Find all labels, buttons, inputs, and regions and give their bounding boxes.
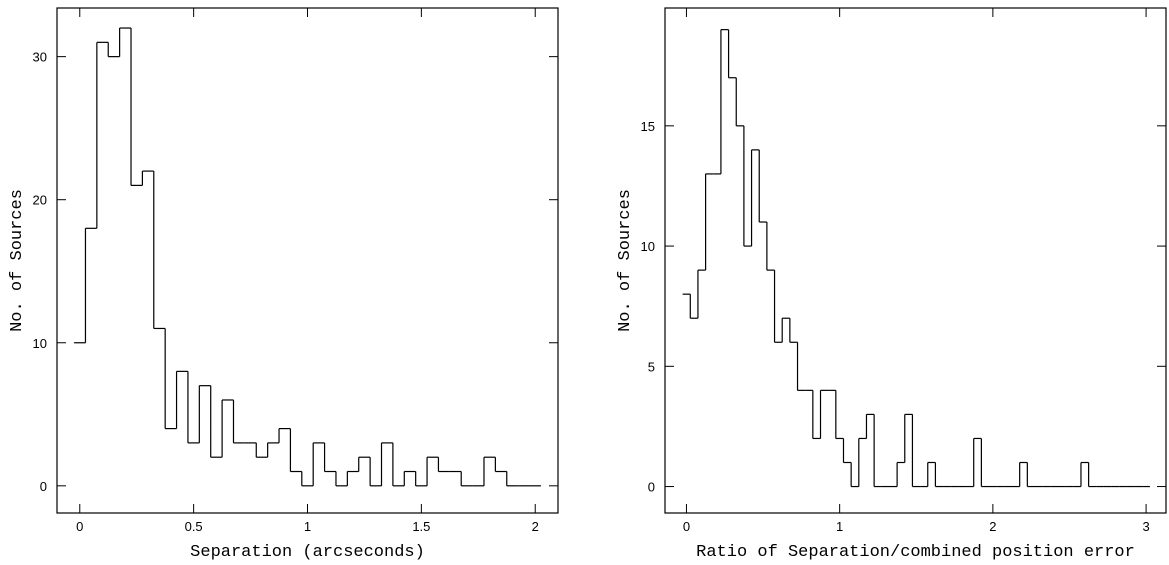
x-axis-title: Ratio of Separation/combined position er…	[696, 543, 1135, 562]
x-tick-label: 1	[836, 519, 843, 534]
x-axis-title: Separation (arcseconds)	[190, 543, 425, 562]
x-tick-label: 2	[989, 519, 996, 534]
y-tick-label: 0	[648, 480, 655, 495]
plot-frame	[664, 7, 1167, 514]
x-tick-label: 0	[683, 519, 690, 534]
step-connector	[84, 28, 508, 486]
y-tick-label: 20	[33, 193, 47, 208]
y-tick-label: 0	[40, 479, 47, 494]
x-tick-label: 1	[304, 519, 311, 534]
x-tick-label: 1.5	[412, 519, 430, 534]
x-tick-label: 0	[76, 519, 83, 534]
x-tick-label: 3	[1142, 519, 1149, 534]
step-connector	[689, 29, 1090, 487]
y-tick-label: 10	[641, 239, 655, 254]
y-tick-label: 10	[33, 336, 47, 351]
y-tick-label: 30	[33, 50, 47, 65]
x-tick-label: 0.5	[185, 519, 203, 534]
y-tick-label: 5	[648, 359, 655, 374]
y-axis-title: No. of Sources	[8, 189, 27, 332]
y-axis-title: No. of Sources	[616, 189, 635, 332]
y-tick-label: 15	[641, 119, 655, 134]
plot-frame	[56, 7, 559, 514]
x-tick-label: 2	[532, 519, 539, 534]
